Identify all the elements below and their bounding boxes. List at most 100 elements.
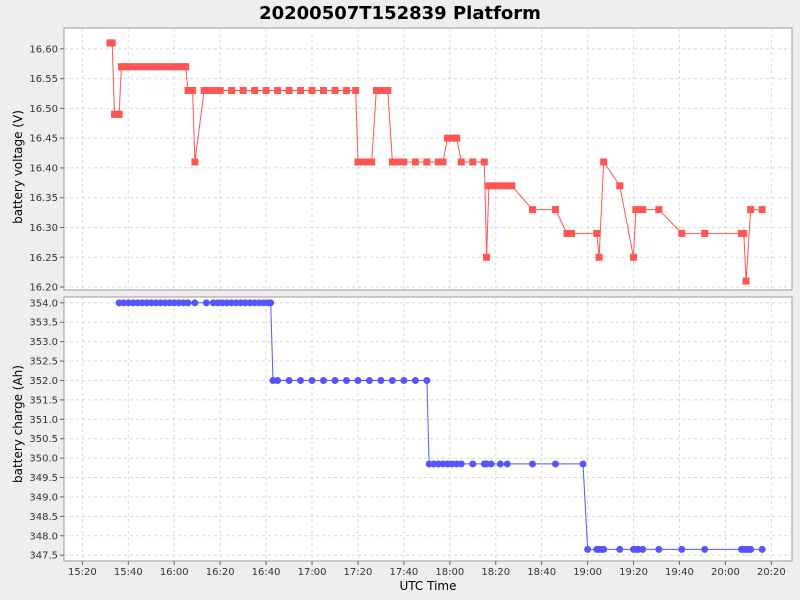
voltage-point-49 xyxy=(400,158,408,166)
voltage-point-16 xyxy=(166,63,174,71)
x-tick-label-2: 16:00 xyxy=(160,567,189,578)
voltage-point-58 xyxy=(469,158,477,166)
voltage-y-ticks: 16.20 16.25 16.30 16.35 16.40 16.45 16.50 16.55… xyxy=(29,44,64,294)
voltage-point-71 xyxy=(595,253,603,261)
voltage-point-50 xyxy=(411,158,419,166)
charge-point-60 xyxy=(503,460,511,468)
x-tick-label-6: 17:20 xyxy=(344,567,373,578)
x-tick-label-1: 15:40 xyxy=(114,567,143,578)
voltage-axis-label: battery voltage (V) xyxy=(11,110,25,224)
voltage-point-66 xyxy=(528,206,536,214)
voltage-point-38 xyxy=(342,87,350,95)
charge-point-41 xyxy=(365,376,373,384)
voltage-ytick-label-6: 16.50 xyxy=(29,104,58,115)
x-axis-label: UTC Time xyxy=(400,579,457,593)
voltage-ytick-label-1: 16.25 xyxy=(29,253,58,264)
x-tick-label-7: 17:40 xyxy=(389,567,418,578)
charge-point-33 xyxy=(274,376,282,384)
charge-point-76 xyxy=(701,545,709,553)
charge-point-63 xyxy=(579,460,587,468)
charge-point-39 xyxy=(342,376,350,384)
voltage-point-9 xyxy=(133,63,141,71)
voltage-point-24 xyxy=(200,87,208,95)
voltage-point-6 xyxy=(120,63,128,71)
voltage-ytick-label-7: 16.55 xyxy=(29,74,58,85)
voltage-point-42 xyxy=(363,158,371,166)
voltage-point-69 xyxy=(568,229,576,237)
charge-ytick-label-3: 349.0 xyxy=(29,492,58,503)
voltage-point-78 xyxy=(678,229,686,237)
voltage-point-4 xyxy=(115,110,123,118)
charge-ytick-label-4: 349.5 xyxy=(29,473,58,484)
charge-point-45 xyxy=(411,376,419,384)
charge-point-75 xyxy=(678,545,686,553)
charge-ytick-label-12: 353.5 xyxy=(29,318,58,329)
charge-point-42 xyxy=(377,376,385,384)
voltage-point-34 xyxy=(297,87,305,95)
voltage-point-40 xyxy=(354,158,362,166)
charge-grid xyxy=(64,297,792,561)
charge-point-73 xyxy=(639,545,647,553)
voltage-point-79 xyxy=(701,229,709,237)
voltage-point-28 xyxy=(228,87,236,95)
voltage-point-74 xyxy=(630,253,638,261)
voltage-point-31 xyxy=(262,87,270,95)
voltage-point-22 xyxy=(189,87,197,95)
voltage-point-63 xyxy=(494,182,502,190)
voltage-point-82 xyxy=(742,277,750,285)
voltage-ytick-label-0: 16.20 xyxy=(29,283,58,294)
charge-series xyxy=(115,299,766,553)
voltage-point-60 xyxy=(483,253,491,261)
voltage-point-32 xyxy=(274,87,282,95)
voltage-point-55 xyxy=(448,134,456,142)
charge-ytick-label-13: 354.0 xyxy=(29,298,58,309)
voltage-point-48 xyxy=(393,158,401,166)
charge-ytick-label-0: 347.5 xyxy=(29,551,58,562)
charge-ytick-label-5: 350.0 xyxy=(29,454,58,465)
time-x-ticks: 15:20 15:40 16:00 16:20 16:40 17:00 17:20 17:40… xyxy=(68,561,786,578)
charge-point-58 xyxy=(487,460,495,468)
x-tick-label-3: 16:20 xyxy=(206,567,235,578)
charge-point-35 xyxy=(297,376,305,384)
voltage-point-54 xyxy=(444,134,452,142)
charge-point-74 xyxy=(655,545,663,553)
charge-point-62 xyxy=(551,460,559,468)
voltage-point-11 xyxy=(143,63,151,71)
x-tick-label-5: 17:00 xyxy=(298,567,327,578)
voltage-point-65 xyxy=(508,182,516,190)
voltage-grid xyxy=(64,28,792,290)
voltage-point-47 xyxy=(388,158,396,166)
voltage-point-35 xyxy=(308,87,316,95)
charge-point-46 xyxy=(423,376,431,384)
voltage-point-37 xyxy=(331,87,339,95)
voltage-point-46 xyxy=(384,87,392,95)
voltage-point-15 xyxy=(161,63,169,71)
charge-point-64 xyxy=(584,545,592,553)
voltage-point-64 xyxy=(501,182,509,190)
charge-point-31 xyxy=(267,299,275,307)
charge-point-68 xyxy=(600,545,608,553)
x-tick-label-8: 18:00 xyxy=(435,567,464,578)
voltage-point-76 xyxy=(639,206,647,214)
charge-y-ticks: 347.5 348.0 348.5 349.0 349.5 350.0 350.5 351.0… xyxy=(29,298,64,562)
voltage-point-25 xyxy=(205,87,213,95)
charge-point-17 xyxy=(202,299,210,307)
voltage-point-1 xyxy=(108,39,116,47)
voltage-point-36 xyxy=(320,87,328,95)
voltage-point-18 xyxy=(175,63,183,71)
charge-point-43 xyxy=(388,376,396,384)
voltage-point-13 xyxy=(152,63,160,71)
charge-point-15 xyxy=(184,299,192,307)
charge-ytick-label-10: 352.5 xyxy=(29,357,58,368)
charge-point-38 xyxy=(331,376,339,384)
charge-point-37 xyxy=(320,376,328,384)
voltage-point-45 xyxy=(377,87,385,95)
voltage-point-39 xyxy=(352,87,360,95)
charge-point-59 xyxy=(496,460,504,468)
charge-point-61 xyxy=(528,460,536,468)
voltage-point-12 xyxy=(147,63,155,71)
voltage-point-61 xyxy=(485,182,493,190)
voltage-ytick-label-8: 16.60 xyxy=(29,44,58,55)
voltage-point-26 xyxy=(209,87,217,95)
